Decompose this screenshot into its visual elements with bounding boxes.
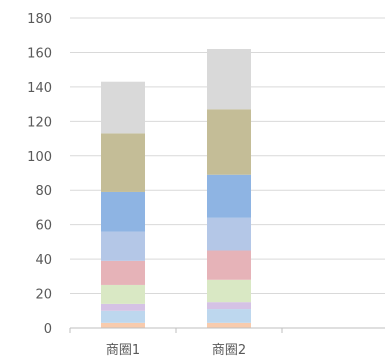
y-tick-label: 160 (27, 46, 52, 61)
y-tick-label: 180 (27, 12, 52, 27)
bar-segment (207, 49, 251, 110)
bar-segment (207, 217, 251, 251)
x-axis-category-labels: 商圈1 商圈2 (106, 343, 246, 358)
bar-segment (101, 133, 145, 192)
bar-segment (207, 309, 251, 323)
bar-segment (207, 109, 251, 175)
bar-segment (101, 191, 145, 232)
bar-segment (207, 322, 251, 328)
y-tick-label: 100 (27, 150, 52, 165)
bar-segment (207, 174, 251, 218)
bar-segment (101, 81, 145, 134)
x-category-label: 商圈1 (106, 343, 140, 358)
bar-segment (101, 231, 145, 261)
bar-segment (101, 284, 145, 304)
y-tick-label: 20 (35, 288, 52, 303)
y-tick-label: 120 (27, 115, 52, 130)
y-tick-label: 60 (35, 219, 52, 234)
bars (101, 49, 251, 328)
y-axis-tick-labels: 0 20 40 60 80 100 120 140 160 180 (27, 12, 52, 337)
y-tick-label: 0 (44, 322, 52, 337)
y-tick-label: 40 (35, 253, 52, 268)
bar-segment (207, 279, 251, 303)
y-tick-label: 80 (35, 184, 52, 199)
bar-segment (101, 322, 145, 328)
bar-segment (101, 303, 145, 311)
y-tick-label: 140 (27, 81, 52, 96)
x-axis (69, 327, 385, 333)
x-category-label: 商圈2 (212, 343, 246, 358)
bar-segment (101, 260, 145, 285)
bar-segment (101, 310, 145, 323)
bar-segment (207, 250, 251, 280)
bar-segment (207, 302, 251, 310)
